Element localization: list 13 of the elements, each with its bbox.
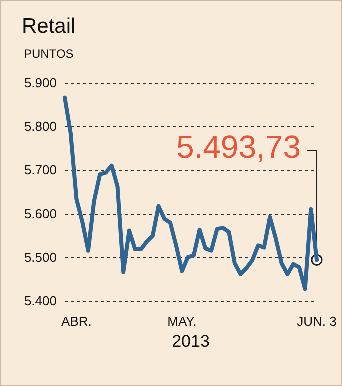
x-axis-title: 2013 xyxy=(172,332,210,351)
y-tick-label: 5.800 xyxy=(24,119,57,134)
y-tick-label: 5.700 xyxy=(24,162,57,178)
x-tick-label: JUN. 3 xyxy=(297,314,337,329)
y-tick-label: 5.600 xyxy=(24,206,57,222)
y-tick-label: 5.400 xyxy=(24,294,57,308)
chart-title: Retail xyxy=(22,15,76,38)
y-tick-label: 5.900 xyxy=(24,76,57,90)
annotation: 5.493,73 xyxy=(176,129,301,165)
x-tick-label: ABR. xyxy=(62,314,92,329)
y-axis-title: PUNTOS xyxy=(24,47,74,61)
y-tick-label: 5.500 xyxy=(24,250,57,265)
x-tick-label: MAY. xyxy=(168,314,197,329)
